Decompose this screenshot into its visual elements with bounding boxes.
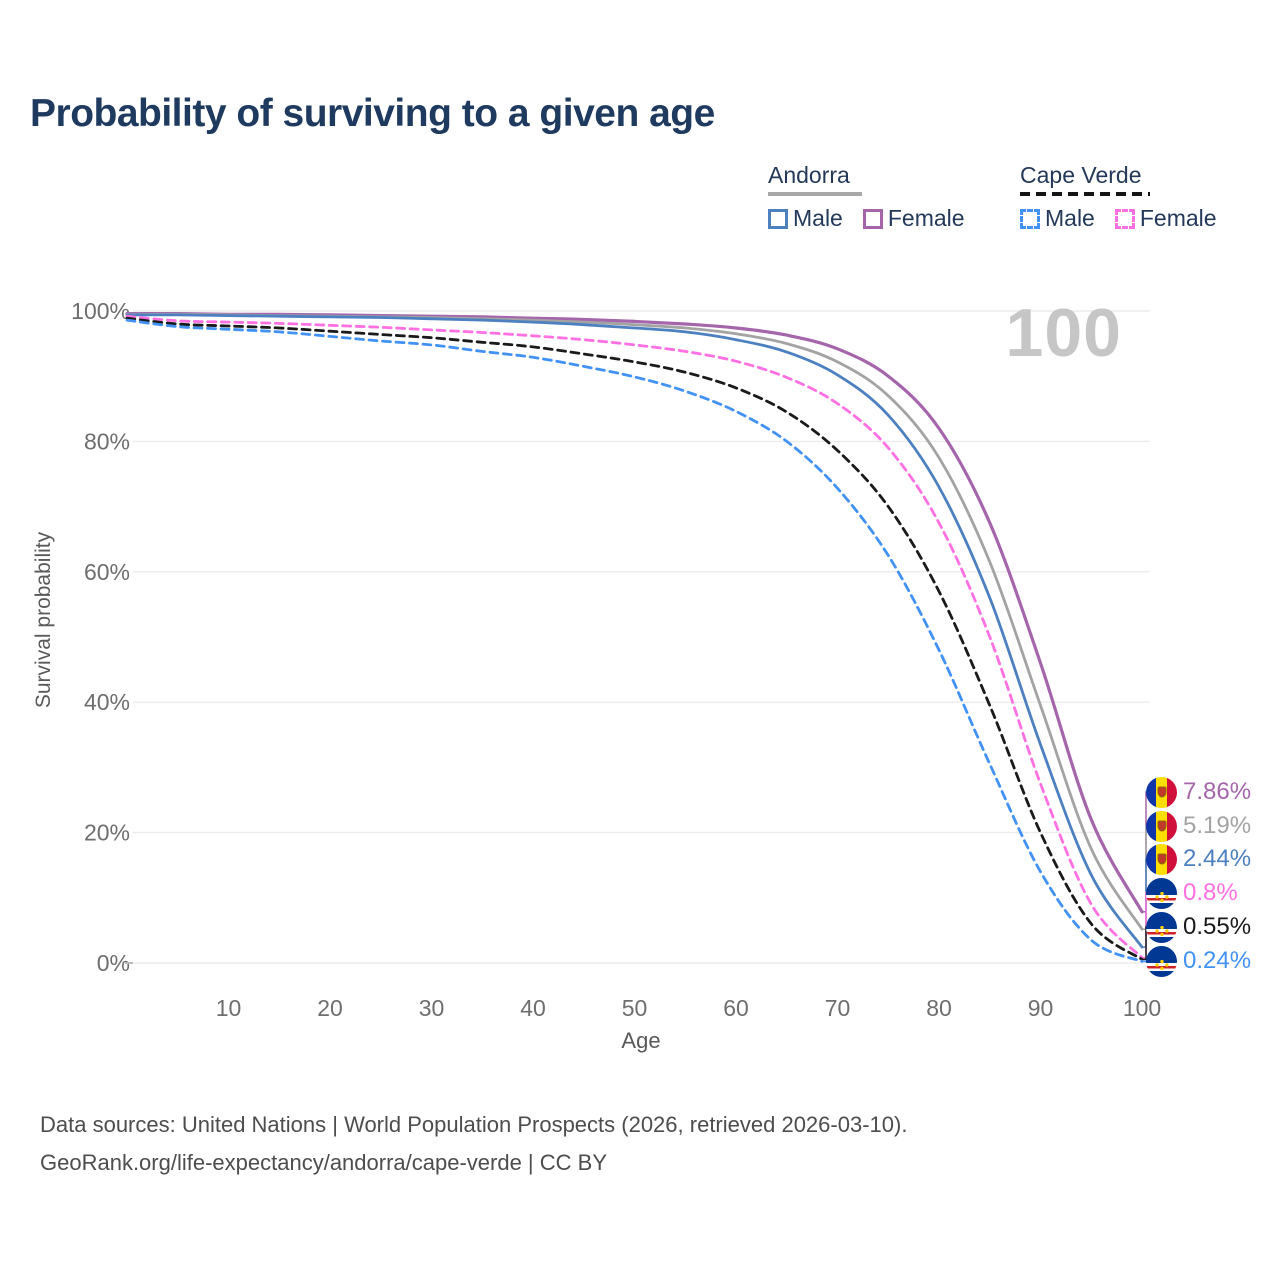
legend-item-andorra-female[interactable]: Female (862, 205, 965, 232)
legend-group-cape-verde: Cape Verde Male Female (1020, 162, 1217, 232)
legend-item-cape-verde-male[interactable]: Male (1020, 205, 1095, 232)
end-label-andorra-female: 7.86% (1146, 775, 1251, 809)
end-label-andorra-male: 2.44% (1146, 842, 1251, 876)
end-value-cape-verde-female: 0.8% (1183, 879, 1238, 906)
y-tick-label: 100% (71, 298, 130, 324)
x-axis-title: Age (621, 1028, 661, 1053)
curve-andorra-female[interactable] (125, 311, 1144, 914)
x-tick-label: 90 (1028, 995, 1054, 1021)
end-value-andorra-total: 5.19% (1183, 812, 1252, 839)
y-tick-label: 80% (84, 428, 130, 454)
curve-andorra-both-sexes[interactable] (125, 312, 1144, 931)
footer-data-sources: Data sources: United Nations | World Pop… (40, 1112, 908, 1137)
andorra-female-swatch-icon (862, 208, 883, 229)
andorra-male-swatch-icon (768, 208, 788, 229)
legend-andorra-label[interactable]: Andorra (768, 162, 850, 188)
x-tick-label: 10 (216, 995, 242, 1021)
end-value-andorra-male: 2.44% (1183, 845, 1252, 872)
end-value-cape-verde-total: 0.55% (1183, 913, 1252, 940)
end-label-cape-verde-total: 0.55% (1146, 910, 1251, 944)
x-tick-label: 60 (723, 995, 749, 1021)
end-label-cape-verde-male: 0.24% (1146, 944, 1251, 978)
cape-verde-female-swatch-icon (1114, 208, 1135, 229)
legend-andorra-female-label: Female (887, 205, 965, 231)
cape-verde-flag-icon (1146, 877, 1177, 909)
curve-cape-verde-male[interactable] (125, 318, 1144, 963)
page-title: Probability of surviving to a given age (30, 92, 715, 135)
legend-cape-verde-male-label: Male (1045, 205, 1095, 231)
legend-group-andorra: Andorra Male Female (768, 162, 965, 232)
andorra-total-line-swatch[interactable] (768, 192, 862, 196)
y-tick-label: 0% (97, 950, 130, 976)
y-axis-title: Survival probability (32, 531, 55, 709)
end-label-andorra-total: 5.19% (1146, 809, 1251, 843)
legend-item-cape-verde-female[interactable]: Female (1114, 205, 1217, 232)
legend-andorra-male-label: Male (793, 205, 843, 231)
curve-andorra-male[interactable] (125, 313, 1144, 949)
legend-cape-verde-label[interactable]: Cape Verde (1020, 162, 1142, 188)
x-tick-label: 80 (926, 995, 952, 1021)
end-value-cape-verde-male: 0.24% (1183, 947, 1252, 974)
andorra-flag-icon (1146, 776, 1177, 808)
cape-verde-flag-icon (1146, 911, 1177, 943)
cape-verde-male-swatch-icon (1020, 208, 1040, 229)
cape-verde-total-line-swatch[interactable] (1020, 192, 1150, 196)
end-label-cape-verde-female: 0.8% (1146, 876, 1238, 910)
x-tick-label: 70 (825, 995, 851, 1021)
cape-verde-flag-icon (1146, 945, 1177, 977)
y-tick-label: 40% (84, 689, 130, 715)
x-tick-label: 20 (317, 995, 343, 1021)
andorra-flag-icon (1146, 843, 1177, 875)
y-tick-label: 20% (84, 820, 130, 846)
legend-cape-verde-female-label: Female (1139, 205, 1217, 231)
curve-cape-verde-female[interactable] (125, 314, 1144, 960)
andorra-flag-icon (1146, 810, 1177, 842)
legend-item-andorra-male[interactable]: Male (768, 205, 843, 232)
age-counter-watermark: 100 (1005, 295, 1122, 371)
curve-cape-verde-both-sexes[interactable] (125, 316, 1144, 961)
x-tick-label: 100 (1123, 995, 1161, 1021)
x-tick-label: 50 (622, 995, 648, 1021)
y-tick-label: 60% (84, 559, 130, 585)
x-tick-label: 30 (419, 995, 445, 1021)
x-tick-label: 40 (520, 995, 546, 1021)
end-value-andorra-female: 7.86% (1183, 778, 1252, 805)
footer-attribution[interactable]: GeoRank.org/life-expectancy/andorra/cape… (40, 1150, 607, 1175)
footer: Data sources: United Nations | World Pop… (40, 1106, 907, 1182)
